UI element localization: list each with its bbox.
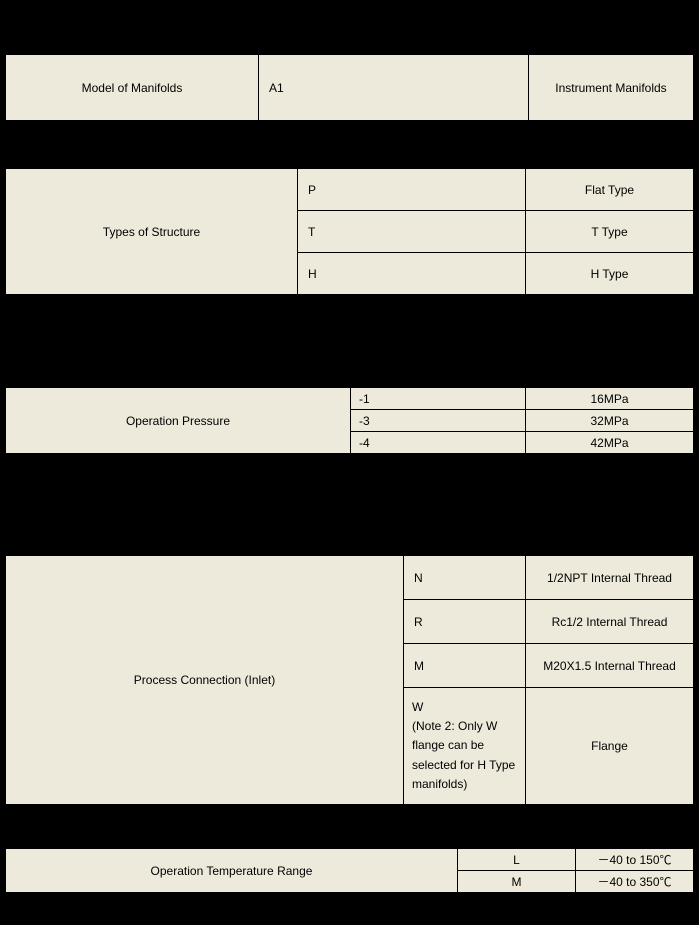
structure-desc-2: H Type <box>526 253 694 295</box>
structure-code-2: H <box>298 253 526 295</box>
connection-desc-2: M20X1.5 Internal Thread <box>526 644 694 688</box>
operation-pressure-table: Operation Pressure -1 16MPa -3 32MPa -4 … <box>5 387 694 454</box>
pressure-desc-1: 32MPa <box>526 410 694 432</box>
connection-label: Process Connection (Inlet) <box>6 556 404 805</box>
temperature-label: Operation Temperature Range <box>6 849 458 893</box>
connection-desc-1: Rc1/2 Internal Thread <box>526 600 694 644</box>
temperature-code-0: L <box>458 849 576 871</box>
temperature-desc-1: －40 to 350℃ <box>576 871 694 893</box>
structure-desc-0: Flat Type <box>526 169 694 211</box>
temperature-desc-0: －40 to 150℃ <box>576 849 694 871</box>
process-connection-table: Process Connection (Inlet) N 1/2NPT Inte… <box>5 555 694 805</box>
structure-label: Types of Structure <box>6 169 298 295</box>
connection-desc-3: Flange <box>526 688 694 805</box>
pressure-desc-2: 42MPa <box>526 432 694 454</box>
model-label: Model of Manifolds <box>6 55 259 121</box>
temperature-code-1: M <box>458 871 576 893</box>
model-manifolds-table: Model of Manifolds A1 Instrument Manifol… <box>5 54 694 121</box>
connection-code-1: R <box>404 600 526 644</box>
model-desc: Instrument Manifolds <box>529 55 694 121</box>
structure-desc-1: T Type <box>526 211 694 253</box>
pressure-code-0: -1 <box>351 388 526 410</box>
temperature-range-table: Operation Temperature Range L －40 to 150… <box>5 848 694 893</box>
structure-types-table: Types of Structure P Flat Type T T Type … <box>5 168 694 295</box>
pressure-code-2: -4 <box>351 432 526 454</box>
model-code: A1 <box>259 55 529 121</box>
pressure-label: Operation Pressure <box>6 388 351 454</box>
connection-code-3: W (Note 2: Only W flange can be selected… <box>404 688 526 805</box>
connection-code-2: M <box>404 644 526 688</box>
pressure-desc-0: 16MPa <box>526 388 694 410</box>
structure-code-1: T <box>298 211 526 253</box>
connection-code-0: N <box>404 556 526 600</box>
pressure-code-1: -3 <box>351 410 526 432</box>
structure-code-0: P <box>298 169 526 211</box>
connection-desc-0: 1/2NPT Internal Thread <box>526 556 694 600</box>
